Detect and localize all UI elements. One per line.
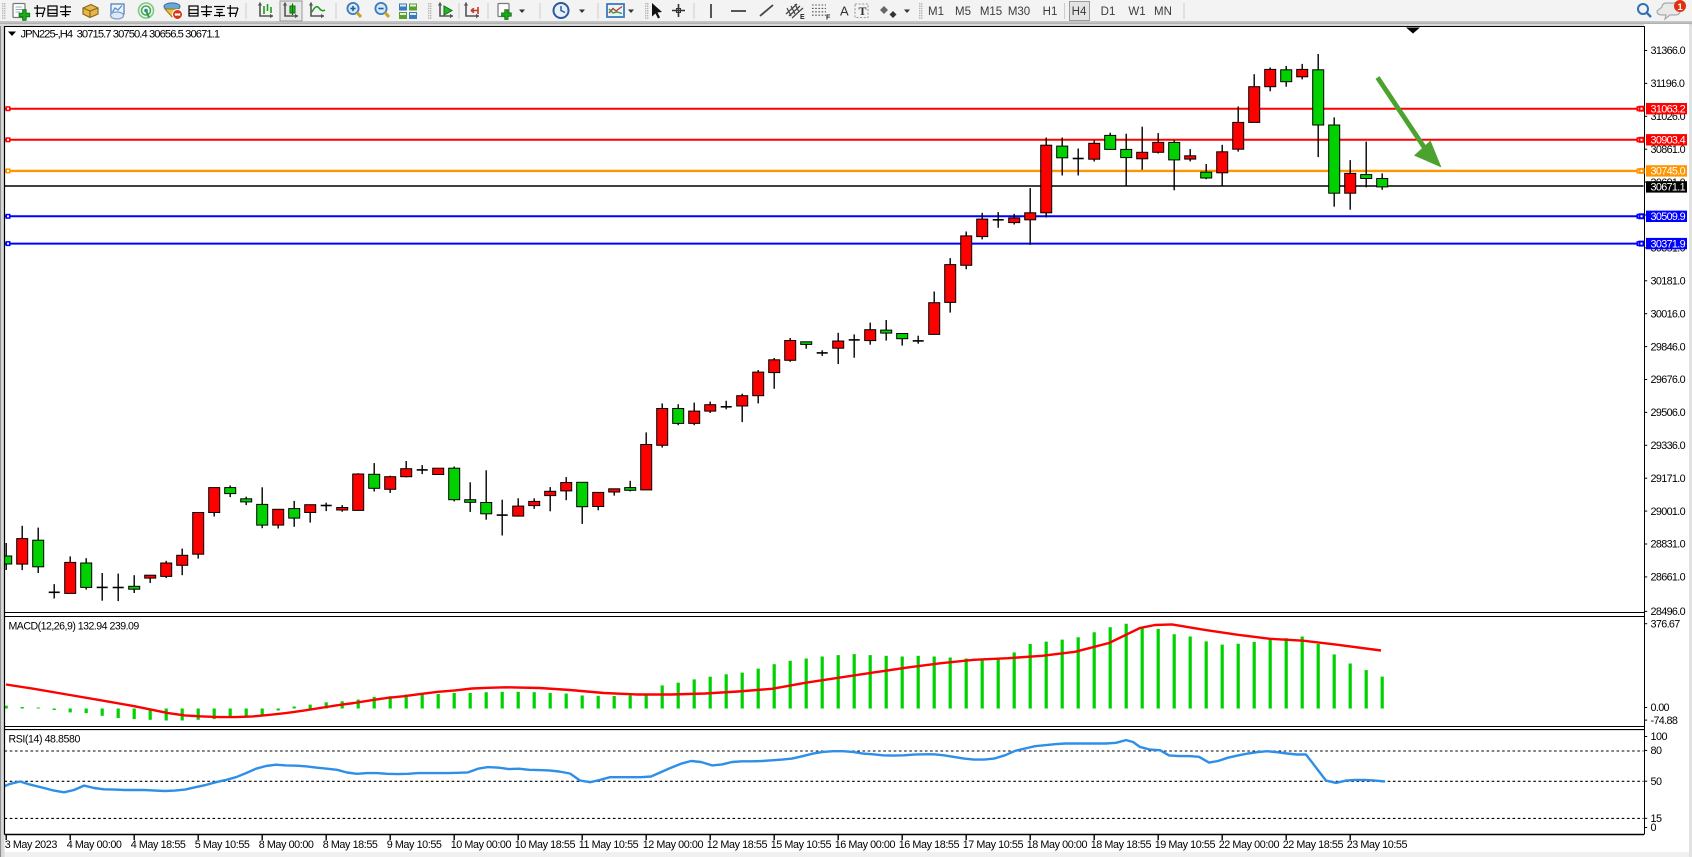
svg-text:30861.0: 30861.0	[1651, 144, 1686, 156]
svg-text:MN: MN	[1154, 6, 1172, 18]
svg-text:-74.88: -74.88	[1651, 715, 1678, 727]
svg-text:0: 0	[1651, 822, 1657, 834]
svg-text:16 May 18:55: 16 May 18:55	[899, 839, 960, 851]
svg-text:M5: M5	[955, 6, 971, 18]
svg-text:15: 15	[1651, 813, 1663, 825]
svg-text:29171.0: 29171.0	[1651, 473, 1686, 485]
svg-text:W1: W1	[1128, 6, 1145, 18]
svg-text:30509.9: 30509.9	[1651, 211, 1686, 223]
svg-text:H4: H4	[1072, 6, 1087, 18]
svg-text:11 May 10:55: 11 May 10:55	[579, 839, 639, 851]
svg-text:9 May 10:55: 9 May 10:55	[387, 839, 442, 851]
svg-text:30181.0: 30181.0	[1651, 276, 1686, 288]
svg-text:22 May 00:00: 22 May 00:00	[1219, 839, 1280, 851]
svg-text:8 May 18:55: 8 May 18:55	[323, 839, 378, 851]
svg-text:D1: D1	[1101, 6, 1116, 18]
svg-text:29506.0: 29506.0	[1651, 407, 1686, 419]
svg-text:JPN225-,H4 30715.7 30750.4 30: JPN225-,H4 30715.7 30750.4 30656.5 30671…	[21, 28, 220, 40]
svg-text:80: 80	[1651, 745, 1663, 757]
svg-text:4 May 18:55: 4 May 18:55	[131, 839, 186, 851]
svg-text:5 May 10:55: 5 May 10:55	[195, 839, 250, 851]
svg-text:30903.4: 30903.4	[1651, 135, 1686, 147]
svg-text:29001.0: 29001.0	[1651, 506, 1686, 518]
svg-text:MACD(12,26,9) 132.94 239.09: MACD(12,26,9) 132.94 239.09	[9, 621, 140, 633]
svg-text:50: 50	[1651, 776, 1663, 788]
svg-text:31196.0: 31196.0	[1651, 78, 1685, 90]
svg-text:M30: M30	[1008, 6, 1030, 18]
svg-text:28831.0: 28831.0	[1651, 539, 1686, 551]
svg-text:0.00: 0.00	[1651, 702, 1670, 714]
svg-text:376.67: 376.67	[1651, 618, 1681, 630]
svg-text:A: A	[840, 4, 849, 19]
svg-text:12 May 00:00: 12 May 00:00	[643, 839, 704, 851]
svg-text:T: T	[859, 4, 867, 18]
svg-text:29676.0: 29676.0	[1651, 374, 1686, 386]
svg-text:31063.2: 31063.2	[1651, 103, 1686, 115]
svg-text:10 May 18:55: 10 May 18:55	[515, 839, 576, 851]
svg-text:H1: H1	[1043, 6, 1058, 18]
svg-text:18 May 18:55: 18 May 18:55	[1091, 839, 1152, 851]
svg-text:10 May 00:00: 10 May 00:00	[451, 839, 512, 851]
svg-text:29846.0: 29846.0	[1651, 341, 1686, 353]
svg-text:30745.0: 30745.0	[1651, 166, 1686, 178]
svg-text:100: 100	[1651, 731, 1668, 743]
svg-text:M15: M15	[980, 6, 1002, 18]
svg-text:28496.0: 28496.0	[1651, 606, 1686, 618]
svg-text:8 May 00:00: 8 May 00:00	[259, 839, 314, 851]
svg-text:29336.0: 29336.0	[1651, 440, 1686, 452]
svg-text:30016.0: 30016.0	[1651, 308, 1686, 320]
svg-text:F: F	[826, 15, 831, 22]
svg-text:3 May 2023: 3 May 2023	[5, 839, 58, 851]
svg-text:E: E	[800, 14, 805, 21]
svg-text:19 May 10:55: 19 May 10:55	[1155, 839, 1216, 851]
svg-text:18 May 00:00: 18 May 00:00	[1027, 839, 1088, 851]
svg-text:30671.1: 30671.1	[1651, 182, 1686, 194]
svg-text:12 May 18:55: 12 May 18:55	[707, 839, 768, 851]
svg-text:17 May 10:55: 17 May 10:55	[963, 839, 1024, 851]
svg-text:28661.0: 28661.0	[1651, 572, 1686, 584]
svg-text:RSI(14) 48.8580: RSI(14) 48.8580	[9, 734, 81, 746]
svg-text:M1: M1	[928, 6, 944, 18]
svg-text:31366.0: 31366.0	[1651, 45, 1686, 57]
svg-text:15 May 10:55: 15 May 10:55	[771, 839, 832, 851]
svg-text:30371.9: 30371.9	[1651, 238, 1686, 250]
svg-text:16 May 00:00: 16 May 00:00	[835, 839, 896, 851]
svg-text:4 May 00:00: 4 May 00:00	[67, 839, 122, 851]
svg-text:23 May 10:55: 23 May 10:55	[1347, 839, 1408, 851]
svg-text:1: 1	[1677, 2, 1683, 13]
svg-text:22 May 18:55: 22 May 18:55	[1283, 839, 1344, 851]
